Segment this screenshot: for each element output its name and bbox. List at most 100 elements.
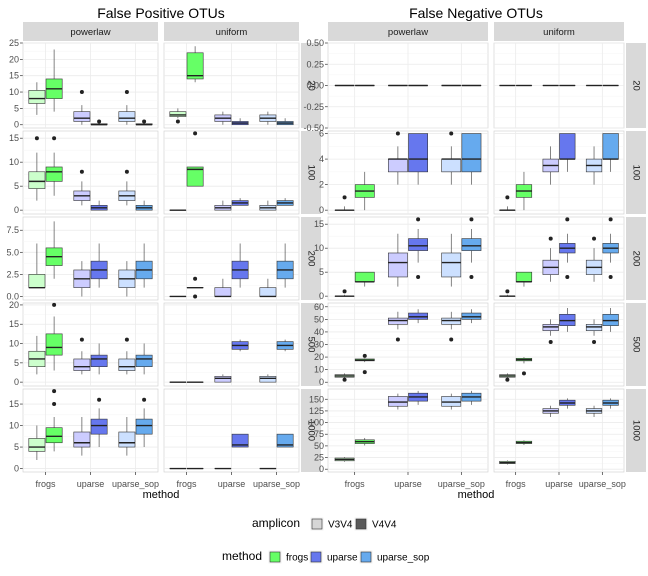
box-iqr (28, 90, 46, 104)
y-tick-label: 15 (314, 219, 324, 229)
box-uparse-sop-v3v4 (259, 111, 277, 125)
column-strip-powerlaw (328, 22, 488, 41)
box-frogs-v3v4 (334, 289, 355, 297)
row-strip-label-1000: 1000 (305, 420, 316, 441)
outlier-point (505, 377, 510, 382)
legend-swatch-v4v4 (355, 518, 367, 530)
outlier-point (521, 371, 526, 376)
box-uparse-sop-v4v4 (135, 397, 153, 448)
box-iqr (408, 133, 429, 173)
box-uparse-v3v4 (542, 405, 559, 417)
box-iqr (28, 274, 46, 288)
outlier-point (52, 389, 57, 394)
outlier-point (449, 131, 454, 136)
box-uparse-sop-v4v4 (135, 119, 153, 126)
box-frogs-v4v4 (354, 353, 375, 375)
box-iqr (73, 111, 91, 122)
box-uparse-sop-v3v4 (118, 169, 136, 206)
box-iqr (408, 238, 429, 251)
box-iqr (186, 52, 204, 80)
box-uparse-sop-v3v4 (441, 393, 462, 410)
x-tick-label-uparse: uparse (394, 479, 422, 489)
box-uparse-sop-v4v4 (602, 308, 619, 332)
box-iqr (45, 333, 63, 356)
y-tick-label: 0 (319, 464, 324, 474)
x-tick-label-uparse: uparse (77, 479, 105, 489)
y-tick-label: 10 (314, 365, 324, 375)
box-uparse-v3v4 (387, 131, 408, 185)
column-strip-uniform (494, 22, 624, 41)
box-uparse-v3v4 (214, 200, 232, 211)
box-iqr (387, 158, 408, 173)
box-uparse-sop-v3v4 (441, 233, 462, 287)
box-uparse-sop-v3v4 (118, 90, 136, 125)
x-axis-title: method (143, 489, 180, 501)
box-uparse-sop-v4v4 (461, 390, 482, 405)
y-tick-label: 50 (314, 314, 324, 324)
y-tick-label: 15 (9, 399, 19, 409)
box-uparse-v3v4 (214, 278, 232, 298)
outlier-point (548, 339, 553, 344)
x-tick-label-frogs: frogs (345, 479, 366, 489)
box-uparse-sop-v4v4 (461, 309, 482, 324)
legend-swatch-frogs (269, 551, 281, 563)
box-frogs-v4v4 (186, 131, 204, 187)
y-tick-label: 5 (14, 103, 19, 113)
outlier-point (124, 90, 129, 95)
outlier-point (469, 274, 474, 279)
box-uparse-v3v4 (387, 233, 408, 287)
box-iqr (169, 111, 187, 117)
box-uparse-sop-v4v4 (276, 118, 294, 126)
legend-label-uparse-sop: uparse_sop (377, 553, 430, 564)
box-uparse-sop-v3v4 (118, 416, 136, 456)
box-uparse-v4v4 (90, 119, 108, 126)
outlier-point (79, 337, 84, 342)
x-tick-label-uparse-sop: uparse_sop (253, 479, 300, 489)
box-frogs-v4v4 (45, 221, 63, 279)
y-tick-label: 10 (9, 87, 19, 97)
box-iqr (28, 171, 46, 189)
box-iqr (214, 376, 232, 383)
row-strip-500 (301, 303, 321, 386)
column-strip-powerlaw (23, 22, 158, 41)
y-tick-label: -0.25 (303, 102, 324, 112)
box-uparse-v4v4 (231, 339, 249, 352)
box-iqr (118, 358, 136, 371)
box-uparse-v4v4 (408, 309, 429, 324)
y-tick-label: 0 (14, 120, 19, 130)
box-uparse-v3v4 (387, 393, 408, 410)
y-tick-label: 0 (14, 377, 19, 387)
box-uparse-sop-v3v4 (585, 236, 603, 282)
box-iqr (354, 271, 375, 283)
outlier-point (592, 236, 597, 241)
panel-100-uniform (163, 130, 300, 215)
x-tick-label-uparse: uparse (218, 479, 246, 489)
box-iqr (73, 358, 91, 371)
y-tick-label: 0 (14, 464, 19, 474)
box-frogs-v4v4 (354, 437, 375, 446)
outlier-point (416, 274, 421, 279)
box-uparse-v3v4 (73, 90, 91, 125)
y-tick-label: 4 (319, 154, 324, 164)
y-tick-label: 30 (314, 340, 324, 350)
legend-label-v3v4: V3V4 (328, 520, 353, 531)
panel-20-powerlaw (327, 42, 489, 129)
y-tick-label: 100 (309, 418, 324, 428)
box-frogs-v3v4 (499, 289, 516, 297)
x-tick-label-frogs: frogs (176, 479, 197, 489)
x-tick-label-frogs: frogs (506, 479, 527, 489)
y-tick-label: 20 (314, 352, 324, 362)
box-uparse-sop-v3v4 (585, 405, 603, 417)
box-iqr (90, 418, 108, 435)
outlier-point (52, 302, 57, 307)
box-uparse-sop-v4v4 (461, 217, 482, 279)
row-strip-label-20: 20 (630, 80, 641, 91)
box-iqr (259, 287, 277, 297)
outlier-point (362, 370, 367, 375)
panel-500-uniform (163, 302, 300, 387)
box-iqr (441, 252, 462, 278)
outlier-point (449, 337, 454, 342)
box-uparse-v3v4 (214, 111, 232, 125)
outlier-point (124, 169, 129, 174)
y-tick-label: 5.0 (6, 247, 19, 257)
